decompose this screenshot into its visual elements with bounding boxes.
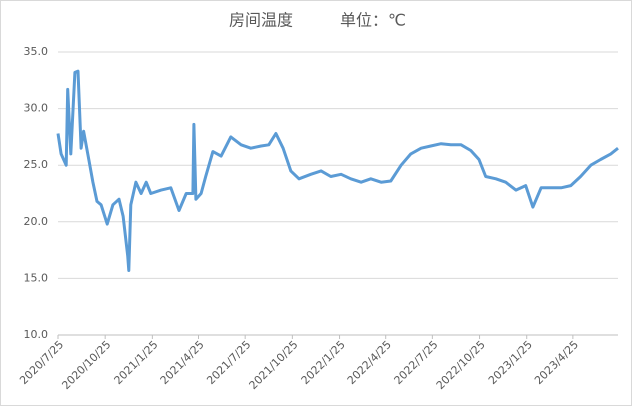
unit-label: 单位：℃ <box>340 11 406 30</box>
x-tick-label: 2021/4/25 <box>158 338 207 387</box>
y-tick-label: 15.0 <box>24 271 49 284</box>
x-tick-label: 2021/1/25 <box>112 338 161 387</box>
x-tick-label: 2023/4/25 <box>532 338 581 387</box>
chart-title: 房间温度 <box>229 11 293 30</box>
x-tick-label: 2022/1/25 <box>299 338 348 387</box>
y-tick-label: 35.0 <box>24 45 49 58</box>
x-tick-label: 2022/4/25 <box>345 338 394 387</box>
x-tick-label: 2023/1/25 <box>486 338 535 387</box>
y-tick-label: 30.0 <box>24 102 49 115</box>
x-tick-label: 2021/7/25 <box>204 338 253 387</box>
y-tick-label: 10.0 <box>24 328 49 341</box>
x-tick-label: 2020/7/25 <box>17 338 66 387</box>
x-tick-label: 2022/10/25 <box>434 338 488 392</box>
x-tick-label: 2022/7/25 <box>392 338 441 387</box>
y-tick-label: 25.0 <box>24 158 49 171</box>
series-line <box>56 69 619 272</box>
x-tick-label: 2020/10/25 <box>59 338 113 392</box>
y-tick-label: 20.0 <box>24 215 49 228</box>
x-tick-label: 2021/10/25 <box>247 338 301 392</box>
